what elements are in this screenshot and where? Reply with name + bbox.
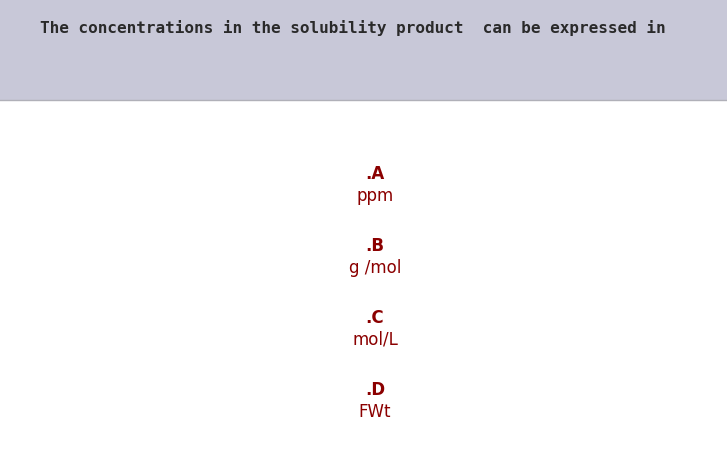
Text: FWt: FWt (358, 403, 391, 421)
Text: .C: .C (366, 309, 385, 327)
Text: mol/L: mol/L (352, 331, 398, 349)
Text: The concentrations in the solubility product  can be expressed in: The concentrations in the solubility pro… (40, 20, 666, 36)
Text: ppm: ppm (356, 187, 393, 205)
Bar (0, 100, 727, 466)
Text: .B: .B (366, 237, 385, 255)
Text: .A: .A (366, 165, 385, 183)
Text: g /mol: g /mol (349, 259, 401, 277)
Bar (0, 0, 727, 100)
Text: .D: .D (365, 381, 385, 399)
